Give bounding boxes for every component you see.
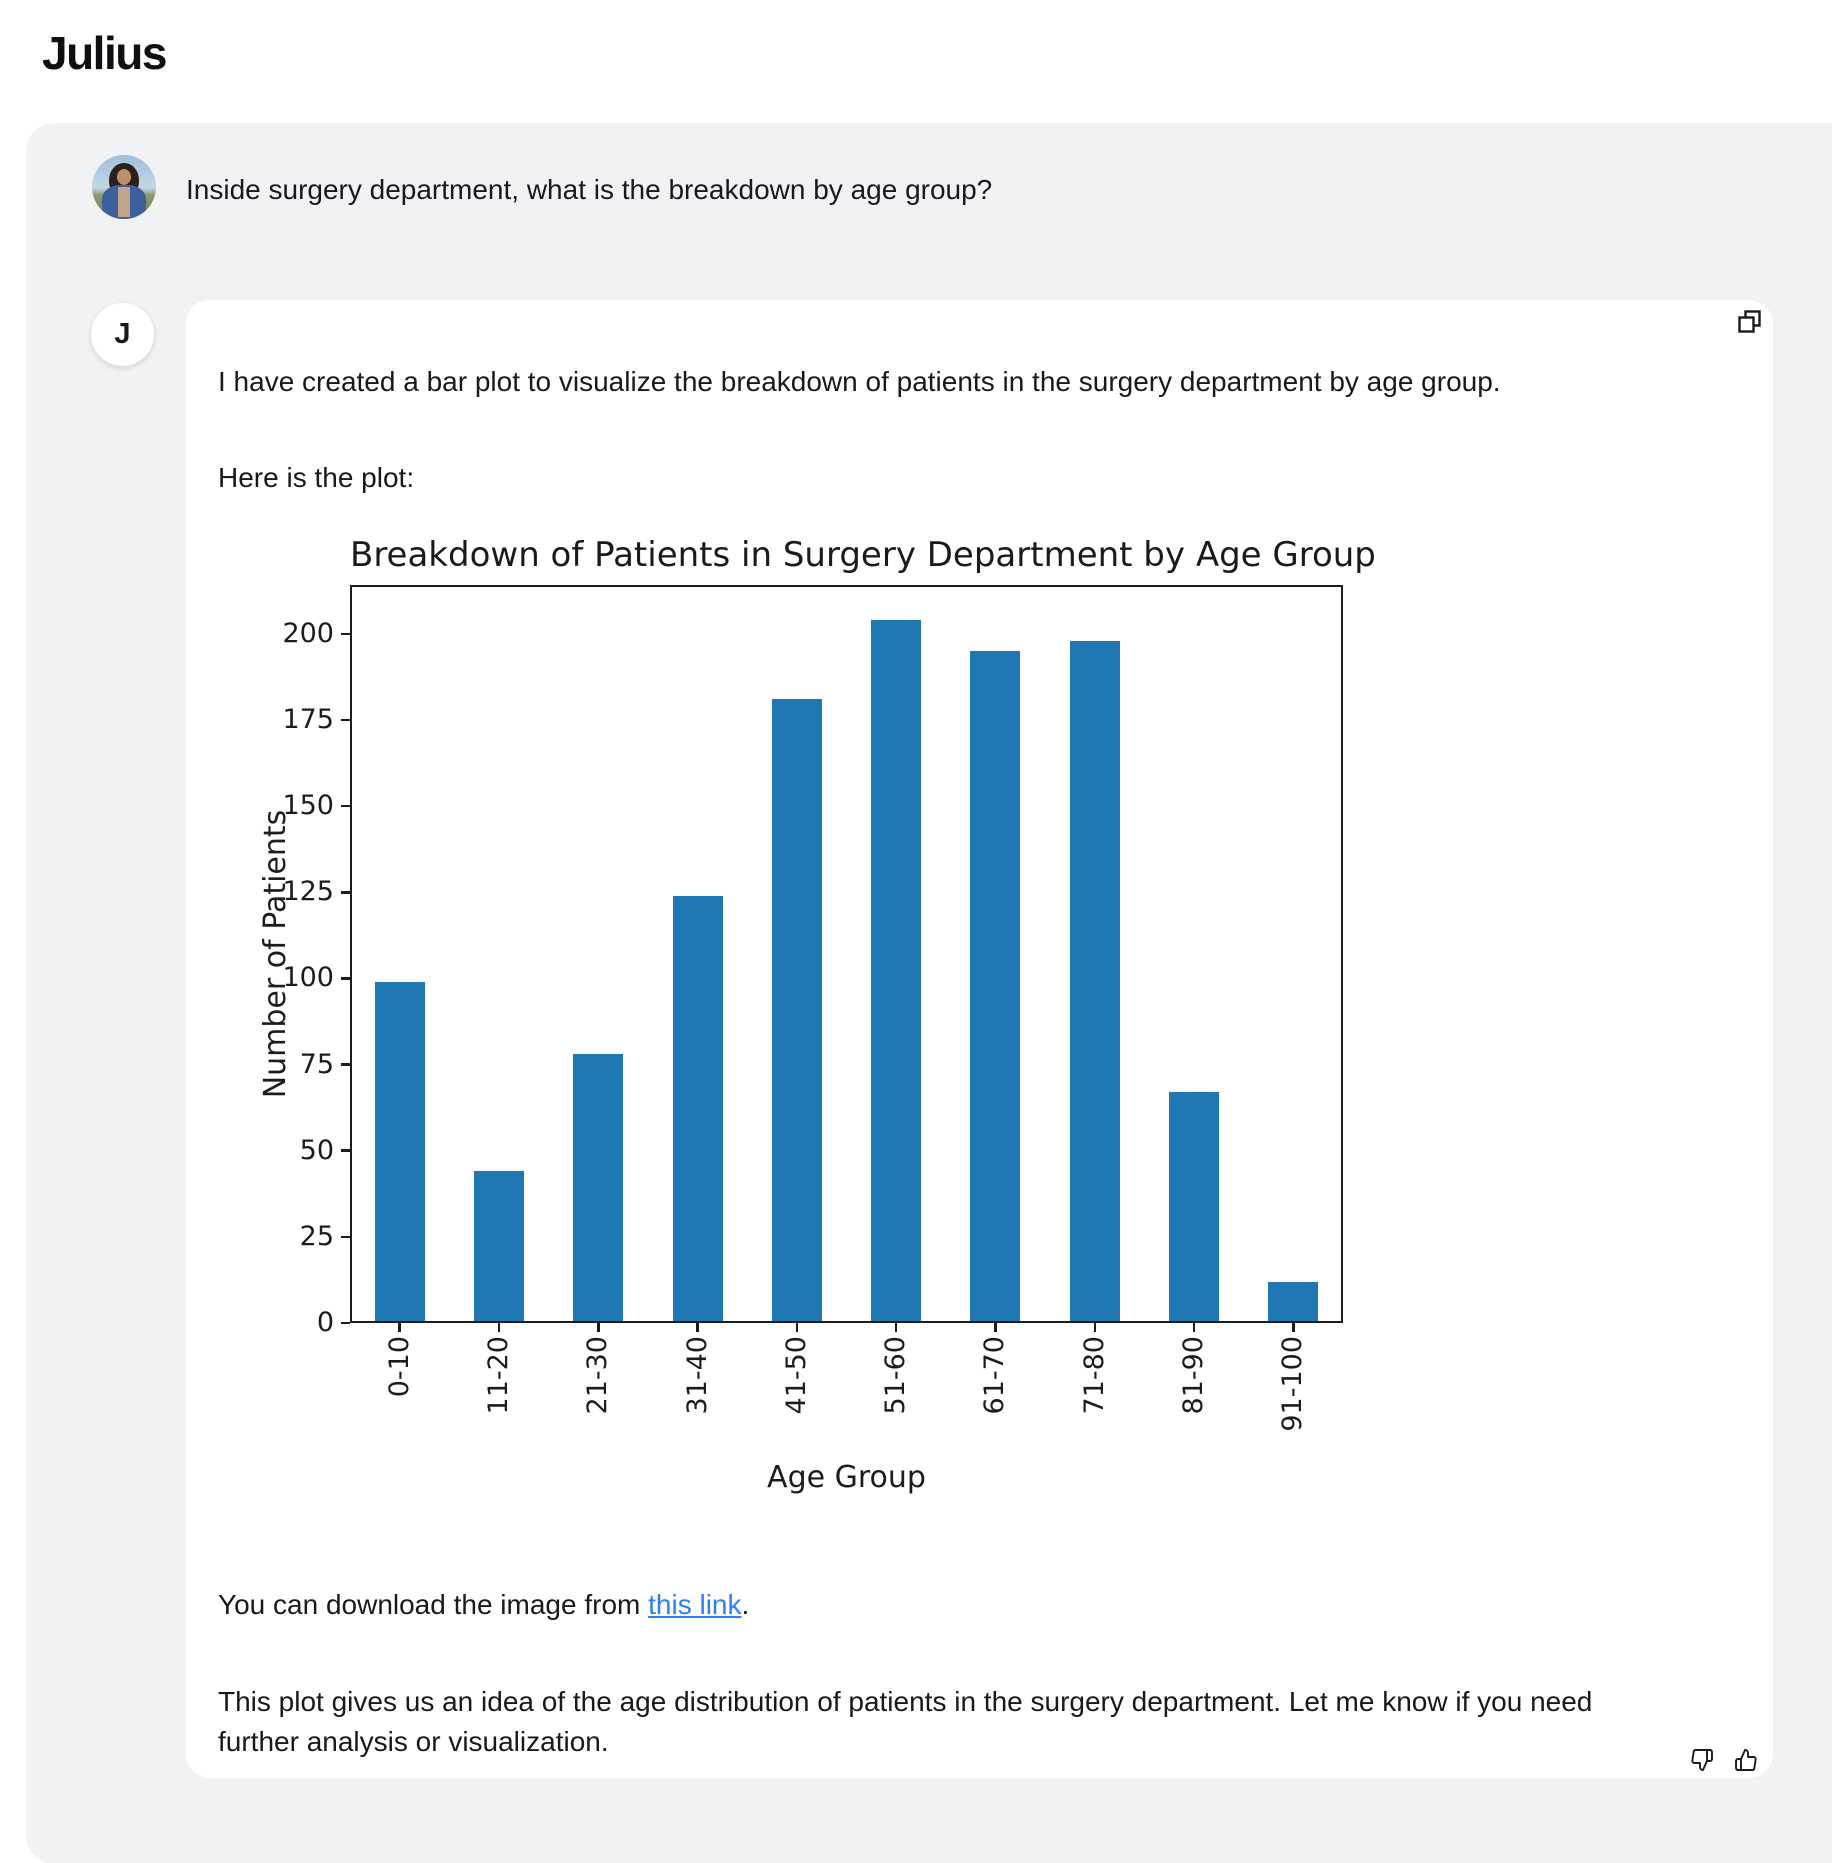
copy-icon: [1736, 310, 1764, 339]
thumbs-up-button[interactable]: [1732, 1746, 1760, 1774]
x-tick-label: 71-80: [1078, 1336, 1110, 1415]
y-tick-label: 200: [282, 617, 334, 649]
x-tick-mark: [497, 1323, 501, 1332]
download-prefix: You can download the image from: [218, 1589, 649, 1620]
y-tick-mark: [341, 1235, 350, 1239]
y-tick-mark: [341, 977, 350, 980]
assistant-avatar-letter: J: [114, 318, 131, 350]
y-tick-mark: [341, 1321, 350, 1325]
copy-button[interactable]: [1733, 306, 1767, 340]
x-tick-mark: [795, 1323, 799, 1332]
thumbs-down-icon: [1690, 1749, 1714, 1775]
x-tick-mark: [1292, 1323, 1295, 1332]
bar-61-70: [970, 651, 1021, 1321]
bar-11-20: [473, 1171, 524, 1321]
bar-51-60: [871, 620, 922, 1321]
bar-31-40: [672, 895, 723, 1321]
bar-21-30: [573, 1054, 624, 1321]
x-tick-label: 11-20: [482, 1336, 514, 1415]
x-tick-mark: [894, 1323, 898, 1332]
y-tick-mark: [341, 1149, 350, 1152]
assistant-paragraph-1: I have created a bar plot to visualize t…: [218, 366, 1501, 397]
user-avatar-shirt: [118, 187, 130, 217]
assistant-paragraph-2: Here is the plot:: [218, 462, 415, 493]
y-tick-label: 0: [316, 1307, 334, 1338]
bar-81-90: [1169, 1092, 1220, 1321]
download-line: You can download the image from this lin…: [218, 1585, 1718, 1625]
app-title: Julius: [42, 27, 167, 79]
x-tick-label: 21-30: [582, 1336, 614, 1415]
x-tick-mark: [696, 1323, 699, 1332]
x-tick-label: 41-50: [780, 1336, 812, 1415]
y-tick-mark: [341, 804, 350, 808]
bar-0-10: [374, 981, 425, 1321]
user-avatar-face: [117, 169, 131, 185]
thumbs-down-button[interactable]: [1688, 1746, 1716, 1774]
y-tick-mark: [341, 1063, 350, 1066]
y-tick-label: 50: [299, 1134, 334, 1166]
bar-41-50: [771, 699, 822, 1321]
y-tick-label: 100: [282, 962, 334, 994]
y-tick-label: 75: [299, 1048, 334, 1080]
feedback-buttons: [1688, 1746, 1760, 1774]
y-tick-label: 175: [282, 704, 334, 736]
thumbs-up-icon: [1734, 1749, 1758, 1775]
y-tick-mark: [341, 718, 350, 722]
download-suffix: .: [741, 1589, 750, 1620]
y-tick-label: 25: [299, 1220, 334, 1252]
bar-71-80: [1069, 640, 1120, 1321]
y-tick-mark: [341, 632, 350, 636]
x-axis-label: Age Group: [767, 1460, 926, 1495]
user-message-text: Inside surgery department, what is the b…: [186, 174, 993, 205]
x-tick-label: 91-100: [1277, 1336, 1309, 1432]
page: { "header": { "title": "Julius" }, "user…: [26, 27, 1832, 1863]
x-tick-mark: [1093, 1323, 1096, 1332]
x-tick-label: 81-90: [1178, 1336, 1210, 1415]
x-tick-label: 31-40: [681, 1336, 713, 1415]
x-tick-mark: [994, 1323, 997, 1332]
chart-title: Breakdown of Patients in Surgery Departm…: [350, 535, 1376, 575]
y-tick-mark: [341, 891, 350, 894]
download-link[interactable]: this link: [648, 1589, 742, 1620]
assistant-avatar: J: [91, 303, 154, 366]
y-tick-label: 125: [282, 876, 334, 908]
x-tick-mark: [1192, 1323, 1196, 1332]
y-tick-label: 150: [282, 790, 334, 822]
bar-chart: Breakdown of Patients in Surgery Departm…: [218, 520, 1388, 1510]
x-tick-label: 51-60: [880, 1336, 912, 1415]
x-tick-label: 61-70: [979, 1336, 1011, 1415]
closing-paragraph: This plot gives us an idea of the age di…: [218, 1686, 1593, 1757]
user-avatar: [92, 155, 156, 219]
x-tick-label: 0-10: [383, 1336, 415, 1398]
x-tick-mark: [398, 1323, 401, 1332]
bar-91-100: [1268, 1281, 1319, 1321]
x-tick-mark: [597, 1323, 600, 1332]
